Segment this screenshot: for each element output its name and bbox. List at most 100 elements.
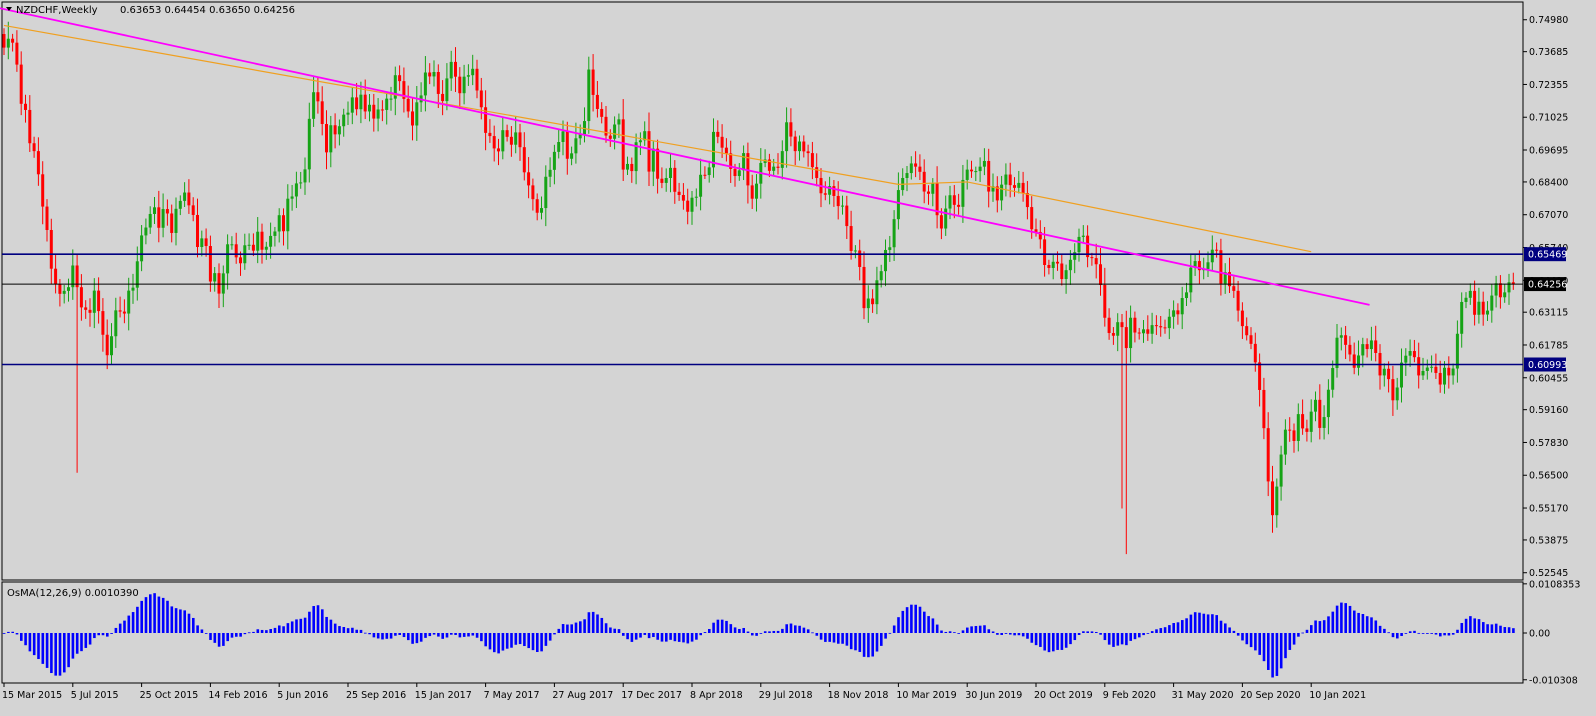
osma-bar xyxy=(204,633,208,634)
osma-bar xyxy=(1271,633,1274,678)
candle-body xyxy=(329,125,333,153)
candle-body xyxy=(1090,257,1094,259)
osma-bar xyxy=(643,633,647,635)
osma-tick-label: -0.010308 xyxy=(1529,675,1578,686)
candle-body xyxy=(789,122,793,137)
candle-body xyxy=(1232,286,1236,291)
candle-body xyxy=(664,177,668,183)
price-tick-label: 0.59160 xyxy=(1529,405,1568,416)
candle-body xyxy=(1004,174,1008,185)
candle-body xyxy=(1043,239,1047,265)
candle-body xyxy=(858,250,862,267)
candle-body xyxy=(1305,428,1309,432)
osma-bar xyxy=(544,633,548,646)
candle-body xyxy=(1468,290,1472,298)
candle-body xyxy=(1163,327,1167,329)
candle-body xyxy=(1197,261,1201,271)
candle-body xyxy=(1047,264,1051,268)
candle-body xyxy=(1073,252,1077,260)
osma-bar xyxy=(45,633,49,668)
candle-body xyxy=(11,38,15,43)
candle-body xyxy=(256,231,260,251)
osma-bar xyxy=(837,633,840,644)
candle-body xyxy=(815,167,819,178)
candle-body xyxy=(823,193,827,195)
osma-bar xyxy=(570,624,573,633)
osma-bar xyxy=(1082,631,1085,633)
osma-bar xyxy=(385,633,389,639)
candle-body xyxy=(909,163,913,174)
osma-bar xyxy=(1254,633,1257,651)
osma-bar xyxy=(381,633,384,640)
candle-body xyxy=(28,109,32,144)
candle-body xyxy=(828,186,832,195)
candle-body xyxy=(71,265,75,288)
candle-body xyxy=(24,103,27,110)
osma-bar xyxy=(1279,633,1283,669)
candle-body xyxy=(97,290,101,312)
osma-bar xyxy=(931,618,935,633)
candle-body xyxy=(114,310,118,337)
osma-bar xyxy=(746,631,750,633)
candle-body xyxy=(1421,370,1425,376)
candle-body xyxy=(1503,292,1507,298)
candle-body xyxy=(380,109,384,111)
osma-bar xyxy=(1430,633,1433,634)
candle-body xyxy=(1331,368,1335,390)
osma-bar xyxy=(1322,620,1326,633)
candle-body xyxy=(1400,362,1403,388)
osma-bar xyxy=(561,624,565,633)
chart-header: NZDCHF,Weekly 0.63653 0.64454 0.63650 0.… xyxy=(6,5,295,16)
osma-bar xyxy=(1387,632,1390,634)
candle-body xyxy=(19,64,23,104)
osma-bar xyxy=(247,632,251,634)
osma-bar xyxy=(1404,633,1408,634)
candle-body xyxy=(1000,184,1004,201)
osma-bar xyxy=(1494,623,1498,633)
osma-bar xyxy=(1155,629,1158,633)
candle-body xyxy=(1060,263,1064,280)
price-tag xyxy=(1524,357,1566,372)
osma-bar xyxy=(669,633,672,640)
time-tick-label: 5 Jul 2015 xyxy=(71,690,119,701)
candle-body xyxy=(1081,235,1085,237)
candle-body xyxy=(548,169,552,177)
candle-body xyxy=(277,215,281,232)
price-axis: 0.74980 0.73685 0.72355 0.71025 0.69695 0.684… xyxy=(1523,15,1580,686)
price-tick-label: 0.57830 xyxy=(1529,438,1568,449)
candle-body xyxy=(415,102,419,126)
osma-bar xyxy=(149,594,152,633)
osma-bar xyxy=(845,633,849,646)
osma-bar xyxy=(789,623,793,633)
osma-bar xyxy=(161,597,165,633)
candle-body xyxy=(896,190,900,220)
osma-bar xyxy=(1021,633,1025,637)
osma-bar xyxy=(1138,633,1141,638)
candle-body xyxy=(454,61,457,77)
candle-body xyxy=(79,287,83,308)
osma-bar xyxy=(686,633,690,644)
candle-body xyxy=(944,208,948,229)
dropdown-triangle-icon[interactable] xyxy=(6,7,12,11)
osma-bar xyxy=(871,633,874,657)
osma-bar xyxy=(1159,628,1163,633)
price-tick-label: 0.52545 xyxy=(1529,568,1568,579)
time-tick-label: 17 Dec 2017 xyxy=(621,690,682,701)
osma-bar xyxy=(488,633,492,650)
osma-bar xyxy=(1232,630,1236,633)
candle-body xyxy=(1185,292,1188,299)
osma-bar xyxy=(690,633,694,642)
candle-body xyxy=(1180,298,1184,315)
candle-body xyxy=(1425,367,1429,371)
candle-body xyxy=(32,143,36,152)
osma-bar xyxy=(716,619,720,633)
osma-bar xyxy=(923,611,926,633)
price-tick-label: 0.68400 xyxy=(1529,177,1568,188)
osma-bar xyxy=(256,629,260,633)
candle-body xyxy=(927,191,930,194)
candle-body xyxy=(1382,368,1386,376)
candle-body xyxy=(140,235,144,262)
osma-bar xyxy=(755,633,758,636)
osma-bar xyxy=(725,620,728,633)
osma-bar xyxy=(566,624,569,633)
